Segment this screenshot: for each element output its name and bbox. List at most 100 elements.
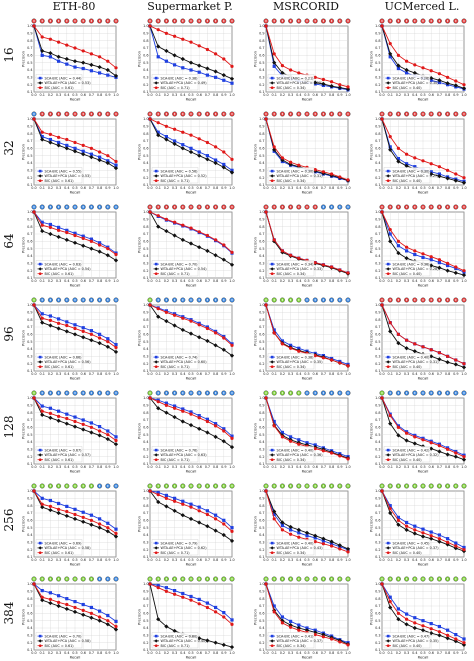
match-dot-center <box>107 578 109 580</box>
legend-entry: WTA-AE+PCA (AUC = 0.30) <box>393 81 440 85</box>
match-dot-center <box>430 485 432 487</box>
data-point-diamond <box>89 62 94 67</box>
data-point-square <box>181 66 185 70</box>
data-point-square <box>396 607 400 611</box>
legend-marker-square <box>386 448 390 452</box>
x-tick-label: 0.6 <box>196 651 201 655</box>
x-tick-label: 0.7 <box>205 279 210 283</box>
legend-entry: SCA-BIC (AUC = 0.47) <box>393 634 431 638</box>
match-dot-center <box>173 392 176 394</box>
y-tick-label: 0.7 <box>259 232 264 236</box>
data-point-circle <box>89 332 93 336</box>
data-point-square <box>164 59 168 63</box>
y-axis-label: Precision <box>22 330 26 346</box>
data-point-diamond <box>445 360 450 365</box>
match-dot-center <box>149 392 151 394</box>
data-point-circle <box>114 531 118 536</box>
data-point-square <box>81 326 85 330</box>
x-tick-label: 0.8 <box>213 279 218 283</box>
match-dot-center <box>33 113 35 115</box>
data-point-square <box>230 526 234 530</box>
data-point-square <box>173 589 177 593</box>
data-point-circle <box>380 117 384 121</box>
legend-entry: WTA-AE+PCA (AUC = 0.32) <box>393 453 440 457</box>
data-point-circle <box>421 66 425 70</box>
data-point-circle <box>230 250 234 254</box>
match-dot-center <box>389 113 391 115</box>
data-point-circle <box>57 321 61 325</box>
match-dot-center <box>438 485 441 487</box>
x-tick-label: 0.6 <box>80 651 85 655</box>
data-point-circle <box>89 425 93 429</box>
x-tick-label: 0.0 <box>31 372 36 376</box>
y-tick-label: 1.0 <box>259 24 264 28</box>
y-tick-label: 0.9 <box>375 404 380 408</box>
legend-marker-diamond <box>270 546 274 550</box>
legend-marker-square <box>386 634 390 638</box>
data-point-diamond <box>48 140 53 145</box>
y-tick-label: 0.8 <box>143 39 148 43</box>
x-tick-label: 0.5 <box>188 279 193 283</box>
data-point-square <box>214 605 218 610</box>
data-point-circle <box>181 502 185 506</box>
y-axis-label: Precision <box>254 330 258 346</box>
x-tick-label: 0.0 <box>379 465 384 469</box>
data-point-circle <box>321 356 325 360</box>
x-tick-label: 0.5 <box>420 465 425 469</box>
x-tick-label: 1.0 <box>229 279 234 283</box>
data-point-square <box>205 73 209 77</box>
data-point-diamond <box>337 85 342 90</box>
data-point-diamond <box>453 178 458 183</box>
data-point-square <box>40 53 44 57</box>
data-point-circle <box>189 412 193 416</box>
legend-entry: BIC (AUC = 0.40) <box>393 365 423 369</box>
match-dot-center <box>74 485 76 487</box>
match-dot-center <box>381 578 383 580</box>
y-tick-label: 0.7 <box>375 418 380 422</box>
x-tick-label: 0.9 <box>221 279 226 283</box>
data-point-diamond <box>180 419 185 424</box>
match-dot-center <box>397 20 400 22</box>
x-tick-label: 0.8 <box>329 186 334 190</box>
match-dot-center <box>422 392 424 394</box>
x-tick-label: 1.0 <box>113 279 118 283</box>
data-point-circle <box>57 135 61 139</box>
data-point-diamond <box>221 347 226 352</box>
match-dot-center <box>98 113 101 115</box>
y-tick-label: 0.3 <box>27 541 32 545</box>
y-tick-label: 0.3 <box>259 169 264 173</box>
data-point-square <box>297 438 301 442</box>
y-tick-label: 0.1 <box>375 90 380 94</box>
data-point-circle <box>197 509 201 513</box>
y-tick-label: 0.3 <box>259 448 264 452</box>
match-dot-center <box>190 485 192 487</box>
data-point-circle <box>205 419 209 424</box>
match-dot-center <box>66 20 68 22</box>
data-point-diamond <box>156 224 161 229</box>
match-dot-center <box>430 113 432 115</box>
x-tick-label: 0.3 <box>288 186 293 190</box>
x-tick-label: 0.0 <box>147 651 152 655</box>
match-dot-center <box>231 206 233 208</box>
y-tick-label: 0.4 <box>143 68 148 72</box>
data-point-diamond <box>412 70 417 76</box>
x-tick-label: 0.1 <box>387 651 392 655</box>
data-point-circle <box>346 364 350 368</box>
y-tick-label: 0.2 <box>27 362 32 366</box>
match-dot-center <box>223 392 225 394</box>
match-dot-center <box>74 299 76 301</box>
x-tick-label: 0.6 <box>428 279 433 283</box>
x-tick-label: 1.0 <box>113 465 118 469</box>
data-point-square <box>272 64 276 68</box>
match-dot-center <box>273 20 275 22</box>
data-point-square <box>40 496 44 500</box>
legend-box <box>267 74 315 91</box>
data-point-circle <box>421 438 425 442</box>
legend-marker-square <box>38 448 42 452</box>
data-point-circle <box>413 528 417 532</box>
data-point-circle <box>106 526 110 530</box>
match-dot-center <box>389 578 391 580</box>
data-point-square <box>48 406 52 410</box>
data-point-diamond <box>404 527 409 532</box>
match-dot-center <box>206 578 209 580</box>
